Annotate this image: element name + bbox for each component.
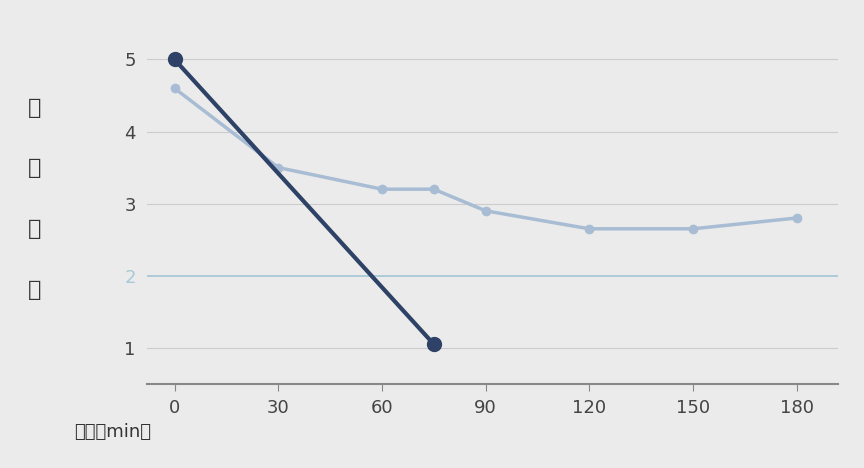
- Text: 度: 度: [28, 280, 41, 300]
- F-MV4300: [169, 57, 180, 62]
- F-VXU90: [169, 86, 180, 91]
- F-MV4300: [429, 341, 439, 347]
- Text: 臭: 臭: [28, 98, 41, 117]
- Text: 時間（min）: 時間（min）: [74, 423, 151, 440]
- F-VXU90: [273, 165, 283, 170]
- F-VXU90: [480, 208, 491, 213]
- F-VXU90: [584, 226, 594, 232]
- F-VXU90: [791, 215, 802, 221]
- F-VXU90: [429, 186, 439, 192]
- F-VXU90: [377, 186, 387, 192]
- F-VXU90: [688, 226, 698, 232]
- Line: F-MV4300: F-MV4300: [168, 52, 441, 351]
- Line: F-VXU90: F-VXU90: [170, 84, 801, 233]
- Text: 気: 気: [28, 159, 41, 178]
- Text: 強: 強: [28, 219, 41, 239]
